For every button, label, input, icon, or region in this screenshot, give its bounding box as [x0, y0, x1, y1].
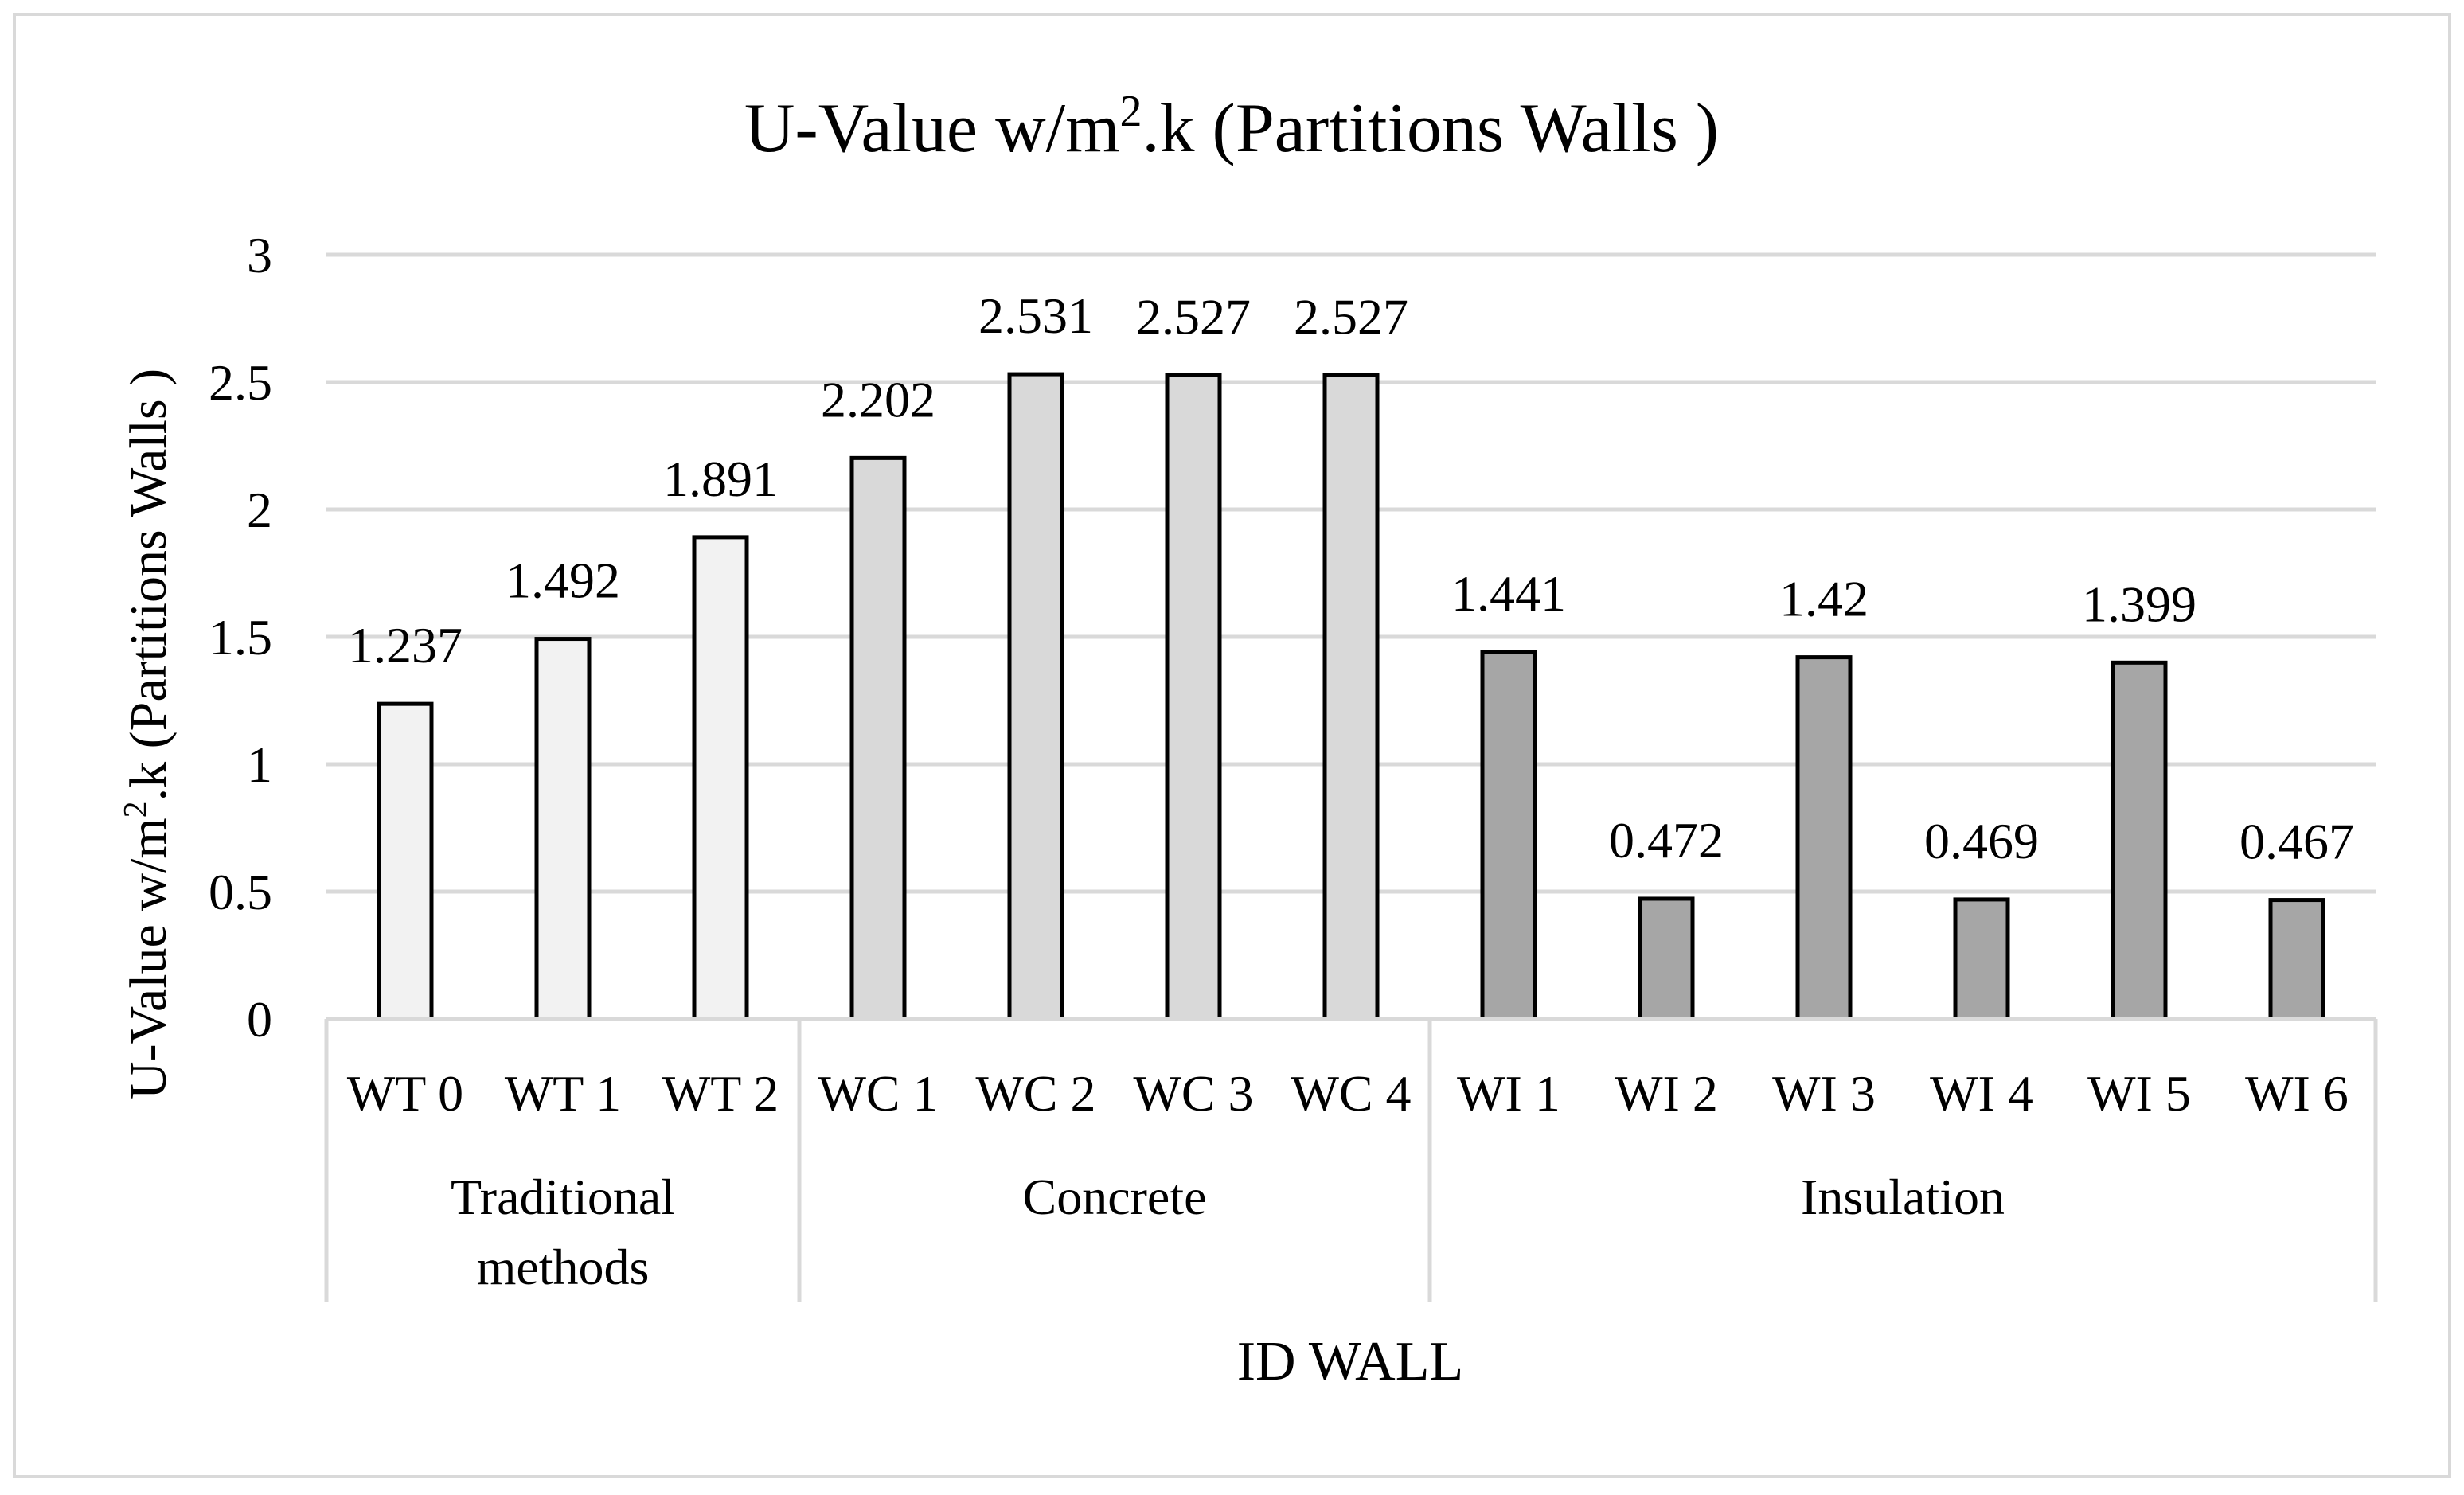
x-category-label: WI 6	[2245, 1065, 2349, 1122]
y-axis-title-superscript: 2	[118, 801, 154, 818]
y-tick-label: 3	[247, 227, 272, 283]
x-category-label: WC 2	[975, 1065, 1095, 1122]
y-axis-title: U-Value w/m2.k (Partitions Walls )	[118, 369, 178, 1099]
bar-value-label: 1.42	[1779, 571, 1869, 627]
bar-value-label: 1.399	[2082, 576, 2197, 632]
bar-value-label: 1.441	[1451, 565, 1566, 622]
bar-value-label: 2.527	[1294, 288, 1408, 345]
x-category-label: WI 3	[1772, 1065, 1876, 1122]
x-category-label: WI 2	[1615, 1065, 1718, 1122]
bar	[534, 637, 592, 1021]
y-tick-label: 1	[247, 736, 272, 793]
x-category-label: WC 3	[1133, 1065, 1253, 1122]
bar-value-label: 0.472	[1609, 812, 1724, 869]
bar-value-label: 1.492	[506, 552, 620, 609]
bar	[692, 535, 749, 1021]
x-category-label: WI 1	[1457, 1065, 1560, 1122]
y-tick-label: 1.5	[209, 609, 272, 666]
bar	[1165, 373, 1222, 1021]
y-tick-label: 2	[247, 482, 272, 538]
bar	[849, 455, 907, 1021]
bar-value-label: 2.527	[1136, 288, 1251, 345]
bar	[1322, 373, 1380, 1021]
group-label: Traditional	[451, 1169, 675, 1225]
chart-title-superscript: 2	[1120, 87, 1142, 136]
chart-title: U-Value w/m2.k (Partitions Walls )	[744, 87, 1719, 167]
bar	[377, 701, 434, 1021]
x-category-label: WT 0	[347, 1065, 463, 1122]
x-category-label: WT 2	[662, 1065, 779, 1122]
x-category-label: WI 5	[2087, 1065, 2191, 1122]
bar-value-label: 1.891	[663, 451, 778, 507]
chart-title-rest: .k (Partitions Walls )	[1142, 90, 1720, 167]
bar-value-label: 1.237	[348, 617, 463, 673]
x-category-label: WI 4	[1930, 1065, 2033, 1122]
bar-value-label: 2.531	[978, 287, 1093, 344]
bar-value-label: 0.467	[2239, 814, 2354, 870]
bar	[1795, 655, 1853, 1021]
bar	[1480, 650, 1537, 1021]
y-tick-label: 0.5	[209, 864, 272, 920]
bar-value-label: 0.469	[1924, 813, 2039, 869]
group-label: methods	[477, 1239, 650, 1295]
bar	[2268, 898, 2325, 1021]
bar	[2111, 660, 2168, 1021]
chart-title-main: U-Value w/m	[744, 90, 1120, 167]
bar	[1638, 896, 1695, 1021]
y-tick-label: 0	[247, 991, 272, 1048]
x-axis-title: ID WALL	[1237, 1331, 1463, 1392]
group-label: Concrete	[1023, 1169, 1207, 1225]
x-category-label: WC 4	[1291, 1065, 1411, 1122]
bar-value-label: 2.202	[821, 371, 935, 427]
bar	[1953, 897, 2010, 1021]
x-category-label: WC 1	[818, 1065, 938, 1122]
group-label: Insulation	[1801, 1169, 2005, 1225]
y-axis-title-rest: .k (Partitions Walls )	[119, 369, 178, 801]
y-tick-label: 2.5	[209, 354, 272, 411]
y-axis-title-main: U-Value w/m	[119, 818, 178, 1099]
x-category-label: WT 1	[505, 1065, 621, 1122]
bar	[1007, 372, 1064, 1021]
